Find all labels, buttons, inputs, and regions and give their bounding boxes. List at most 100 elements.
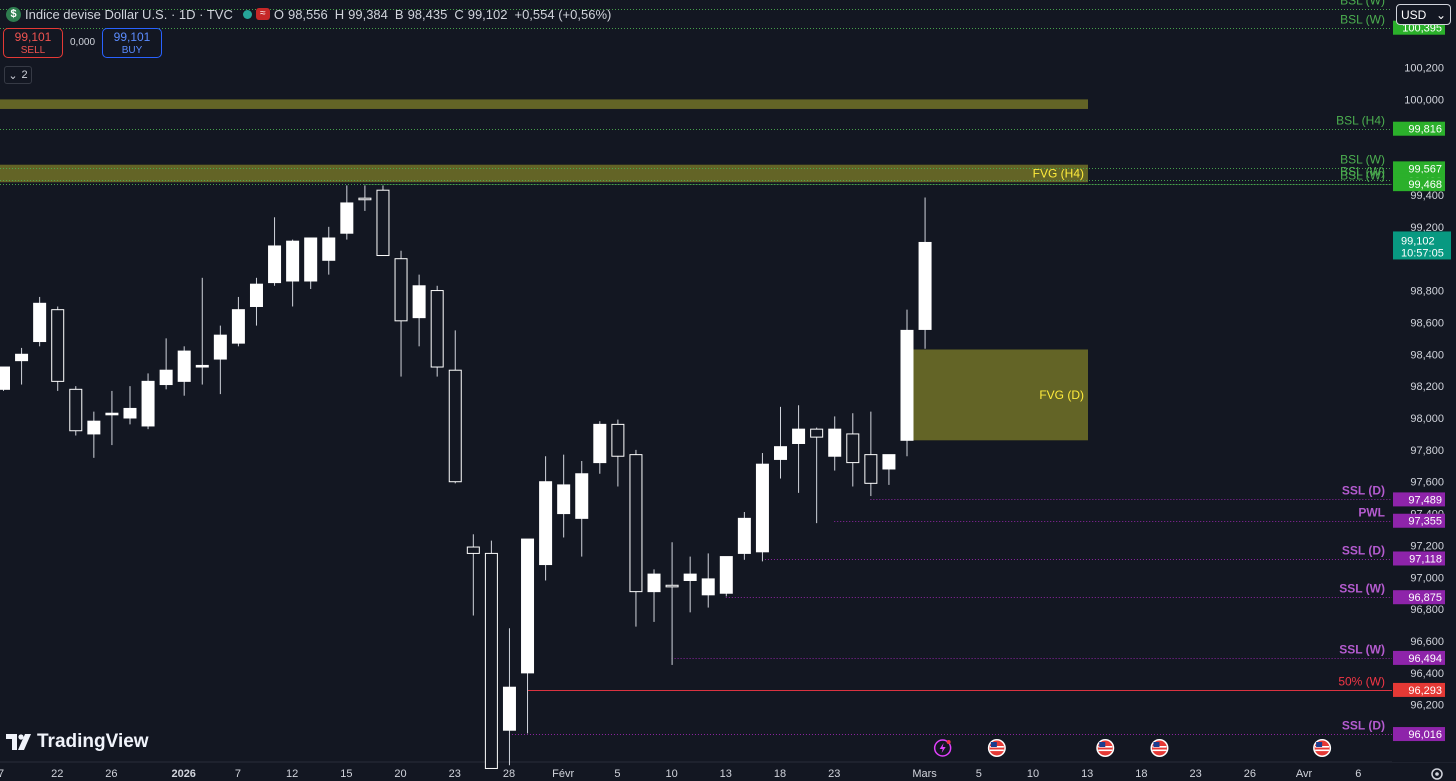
candle (105, 390, 119, 446)
candle-body (33, 302, 47, 343)
x-tick-label: 13 (720, 768, 732, 780)
buy-button[interactable]: 99,101 BUY (102, 28, 162, 58)
candle-body (87, 420, 101, 435)
candle (792, 405, 806, 493)
symbol-header[interactable]: $ Indice devise Dollar U.S. · 1D · TVC ≈… (6, 5, 611, 23)
candle (358, 185, 372, 211)
x-tick-label: Avr (1296, 768, 1313, 780)
candle-body (846, 433, 860, 464)
price-tag-label: 97,355 (1408, 516, 1442, 528)
candle-body (448, 369, 462, 483)
candle-body (358, 197, 372, 201)
candle-body (159, 369, 173, 386)
candle (231, 296, 245, 347)
sell-price: 99,101 (14, 30, 52, 44)
price-tag (1393, 590, 1445, 605)
spread-value: 0,000 (70, 37, 96, 48)
last-price-tag (1393, 231, 1451, 260)
candle-body (195, 364, 209, 368)
price-tag-label: 100,395 (1402, 23, 1442, 35)
x-tick-label: 15 (340, 768, 352, 780)
price-axis: 100,200 100,000 99,400 99,200 98,800 98,600 98… (1392, 0, 1456, 762)
price-tag (1393, 513, 1445, 528)
price-tag (1393, 492, 1445, 507)
price-tag (1393, 650, 1445, 665)
level-label: SSL (W) (1339, 643, 1385, 657)
sell-label: SELL (20, 45, 46, 56)
candle-body (521, 538, 535, 674)
sell-button[interactable]: 99,101 SELL (3, 28, 63, 58)
candle (141, 373, 155, 430)
level-label: BSL (W) (1340, 0, 1385, 8)
x-tick-label: 7 (0, 768, 4, 780)
x-tick-label: 12 (286, 768, 298, 780)
x-tick-label: 2026 (171, 768, 195, 780)
candle-body (376, 189, 390, 257)
chevron-down-icon: ⌄ (1435, 7, 1446, 22)
candle (900, 309, 914, 457)
us-flag-icon (1150, 739, 1169, 757)
y-tick-label: 97,000 (1410, 572, 1444, 584)
candle (304, 237, 318, 289)
price-tag-label: 96,016 (1408, 729, 1442, 741)
level-label: PWL (1358, 506, 1385, 520)
candle (665, 542, 679, 665)
candle-body (792, 428, 806, 444)
candle-body (231, 309, 245, 344)
candle-body (557, 484, 571, 515)
candle (177, 346, 191, 396)
ohlc-high-value: 99,384 (348, 6, 388, 22)
indicators-collapse-button[interactable]: ⌄ 2 (4, 66, 32, 84)
candle (268, 217, 282, 286)
x-tick-label: 22 (51, 768, 63, 780)
ohlc-high-label: H (334, 6, 345, 22)
candle-body (629, 454, 643, 593)
candle (33, 296, 47, 347)
candle (286, 239, 300, 307)
candle (755, 453, 769, 562)
candle-body (213, 334, 227, 360)
price-tag-label: 99,816 (1408, 124, 1442, 136)
x-tick-label: 10 (1027, 768, 1039, 780)
flag-canton (1316, 742, 1323, 747)
candle (647, 569, 661, 622)
level-label: SSL (D) (1342, 719, 1385, 733)
y-tick-label: 97,600 (1410, 477, 1444, 489)
fvg-zone (0, 164, 1088, 183)
candle-body (15, 353, 29, 362)
candle (69, 386, 83, 436)
gear-icon (1431, 768, 1443, 780)
price-tag (1393, 121, 1445, 136)
buy-price: 99,101 (113, 30, 151, 44)
y-tick-label: 98,200 (1410, 381, 1444, 393)
flag-stripe (1315, 749, 1330, 752)
candle-body (0, 366, 10, 390)
candle-body (394, 258, 408, 322)
currency-selector[interactable]: USD ⌄ (1396, 4, 1451, 25)
y-tick-label: 96,600 (1410, 636, 1444, 648)
us-flag-icon (987, 739, 1006, 757)
last-price-label: 99,102 (1401, 235, 1435, 247)
candle-body (828, 428, 842, 457)
gear-ring (1431, 768, 1443, 780)
chevron-down-icon: ⌄ (8, 69, 18, 82)
candle-body (502, 686, 516, 731)
candle (430, 285, 444, 377)
y-tick-label: 100,200 (1404, 63, 1444, 75)
candle-body (51, 309, 65, 382)
tradingview-logo[interactable]: TradingView (6, 731, 149, 753)
y-tick-label: 96,800 (1410, 604, 1444, 616)
candle (195, 277, 209, 385)
level-label: SSL (W) (1339, 582, 1385, 596)
ohlc-close-label: C (454, 6, 464, 22)
lightning-ring (933, 739, 952, 757)
x-tick-label: 23 (1189, 768, 1201, 780)
symbol-title[interactable]: Indice devise Dollar U.S. · 1D · TVC (25, 6, 233, 22)
level-label: BSL (W) (1340, 165, 1385, 179)
candle (466, 534, 480, 616)
candle (629, 449, 643, 627)
candle-body (647, 573, 661, 593)
x-tick-label: 7 (235, 768, 241, 780)
